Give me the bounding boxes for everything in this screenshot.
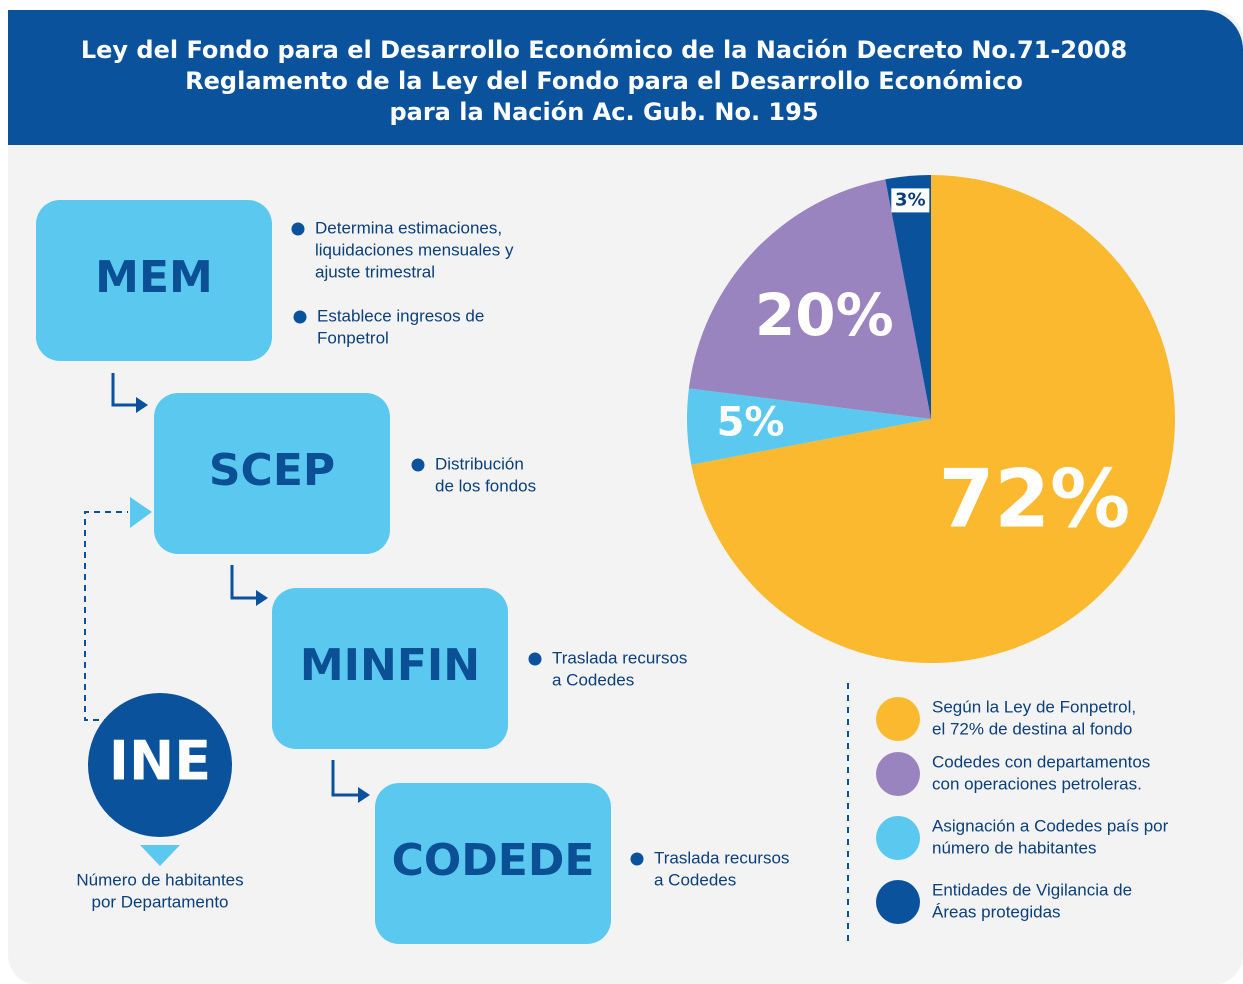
note-text: liquidaciones mensuales y [315,240,514,259]
arrow [331,760,360,797]
node-label: SCEP [209,445,335,496]
node-label: MEM [95,252,213,303]
legend-label: Según la Ley de Fonpetrol, [932,697,1136,716]
note-text: ajuste trimestral [315,262,435,281]
pointer [140,845,180,866]
data-label: 3% [895,189,926,210]
legend-swatch [876,816,920,860]
legend-label: Áreas protegidas [932,902,1061,921]
note-text: Establece ingresos de [317,306,484,325]
node-circle [88,693,232,837]
legend-label: número de habitantes [932,838,1096,857]
legend-label: Asignación a Codedes país por [932,816,1169,835]
legend-swatch [876,880,920,924]
pie-slice [885,175,931,419]
arrowheads [136,397,370,803]
legend-label: con operaciones petroleras. [932,774,1142,793]
node-box [154,393,390,554]
legend-label: Codedes con departamentos [932,752,1150,771]
title-line: Reglamento de la Ley del Fondo para el D… [185,67,1023,95]
arrowhead [358,787,370,803]
pie-slice [686,388,931,465]
note-text: a Codedes [552,670,634,689]
arrow [111,373,138,407]
bullet [291,222,305,236]
arrowhead [256,590,268,606]
node-box [272,588,508,749]
node-label: CODEDE [392,835,595,886]
node-label: MINFIN [300,640,480,691]
arrowhead [130,497,152,528]
bullet [528,652,542,666]
dashed-link [84,511,128,721]
note-text: Fonpetrol [317,328,389,347]
label-bg [891,188,930,213]
note-text: Traslada recursos [654,848,789,867]
title-line: Ley del Fondo para el Desarrollo Económi… [81,36,1127,64]
arrows [84,373,360,797]
node-label: INE [109,730,211,793]
data-label: 20% [755,281,894,349]
note-text: Determina estimaciones, [315,218,502,237]
note-text: Número de habitantes [76,870,243,889]
legend-swatch [876,752,920,796]
legend-swatch [876,697,920,741]
legend-label: el 72% de destina al fondo [932,719,1132,738]
bullet [630,852,644,866]
pie-chart: 72% 5% 20% 3% Según la Ley de Fonpetrol, el 7… [686,175,1175,924]
note-text: por Departamento [91,892,228,911]
title: Ley del Fondo para el Desarrollo Económi… [81,36,1127,126]
note-text: Distribución [435,454,524,473]
data-label: 72% [939,453,1130,546]
data-label: 5% [717,400,785,446]
note-text: Traslada recursos [552,648,687,667]
node-box [375,783,611,944]
flow: MEM Determina estimaciones, liquidaciones … [36,200,789,944]
note-text: a Codedes [654,870,736,889]
arrowhead [136,397,148,413]
header-band [8,10,1243,145]
title-line: para la Nación Ac. Gub. No. 195 [389,98,818,126]
note-text: de los fondos [435,476,536,495]
arrow [230,565,258,600]
pie-slice [691,175,1175,663]
legend-label: Entidades de Vigilancia de [932,880,1132,899]
bullet [293,310,307,324]
bullet [411,458,425,472]
node-box [36,200,272,361]
pie-slice [688,179,931,419]
